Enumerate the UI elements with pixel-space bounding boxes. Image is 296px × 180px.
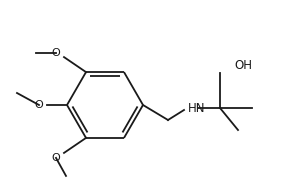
Text: O: O	[52, 48, 60, 58]
Text: HN: HN	[188, 102, 205, 114]
Text: OH: OH	[234, 58, 252, 71]
Text: O: O	[52, 153, 60, 163]
Text: O: O	[35, 100, 44, 110]
